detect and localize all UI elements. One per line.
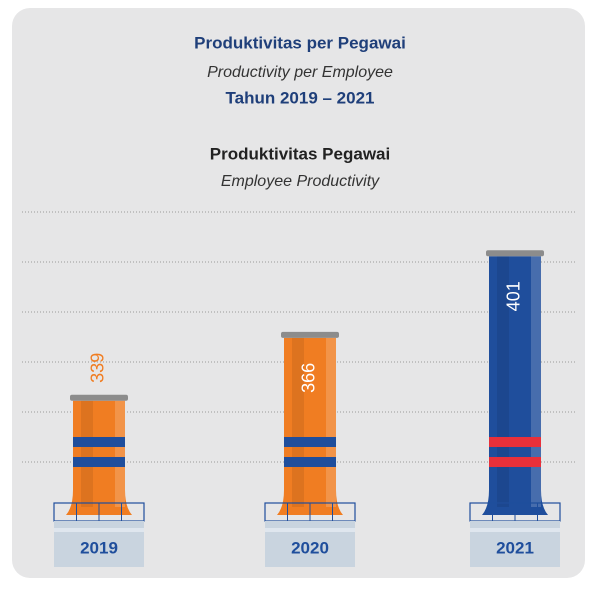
stripe bbox=[489, 457, 541, 467]
value-label: 366 bbox=[299, 363, 319, 393]
page-title: Produktivitas per Pegawai bbox=[194, 33, 406, 52]
base-band bbox=[470, 528, 560, 532]
bar-cap bbox=[281, 331, 339, 338]
bar-cap bbox=[70, 394, 128, 401]
bar-shade bbox=[115, 400, 125, 507]
stripe bbox=[73, 457, 125, 467]
panel bbox=[12, 8, 585, 578]
stripe bbox=[489, 437, 541, 447]
bar bbox=[482, 256, 548, 515]
bar bbox=[277, 337, 343, 515]
bar-shade bbox=[531, 256, 541, 507]
bar-shade bbox=[81, 400, 93, 507]
stripe bbox=[284, 457, 336, 467]
x-tick-label: 2021 bbox=[496, 538, 534, 557]
page-subtitle: Productivity per Employee bbox=[207, 64, 393, 81]
period: Tahun 2019 – 2021 bbox=[226, 88, 375, 107]
chart-subtitle: Employee Productivity bbox=[221, 173, 380, 190]
bar-cap bbox=[486, 250, 544, 257]
chart-title: Produktivitas Pegawai bbox=[210, 144, 390, 163]
stripe bbox=[73, 437, 125, 447]
value-label: 339 bbox=[88, 353, 108, 383]
base-band bbox=[265, 528, 355, 532]
value-label: 401 bbox=[504, 281, 524, 311]
bar-shade bbox=[326, 337, 336, 507]
base-band bbox=[54, 528, 144, 532]
x-tick-label: 2020 bbox=[291, 538, 329, 557]
stripe bbox=[284, 437, 336, 447]
x-tick-label: 2019 bbox=[80, 538, 118, 557]
